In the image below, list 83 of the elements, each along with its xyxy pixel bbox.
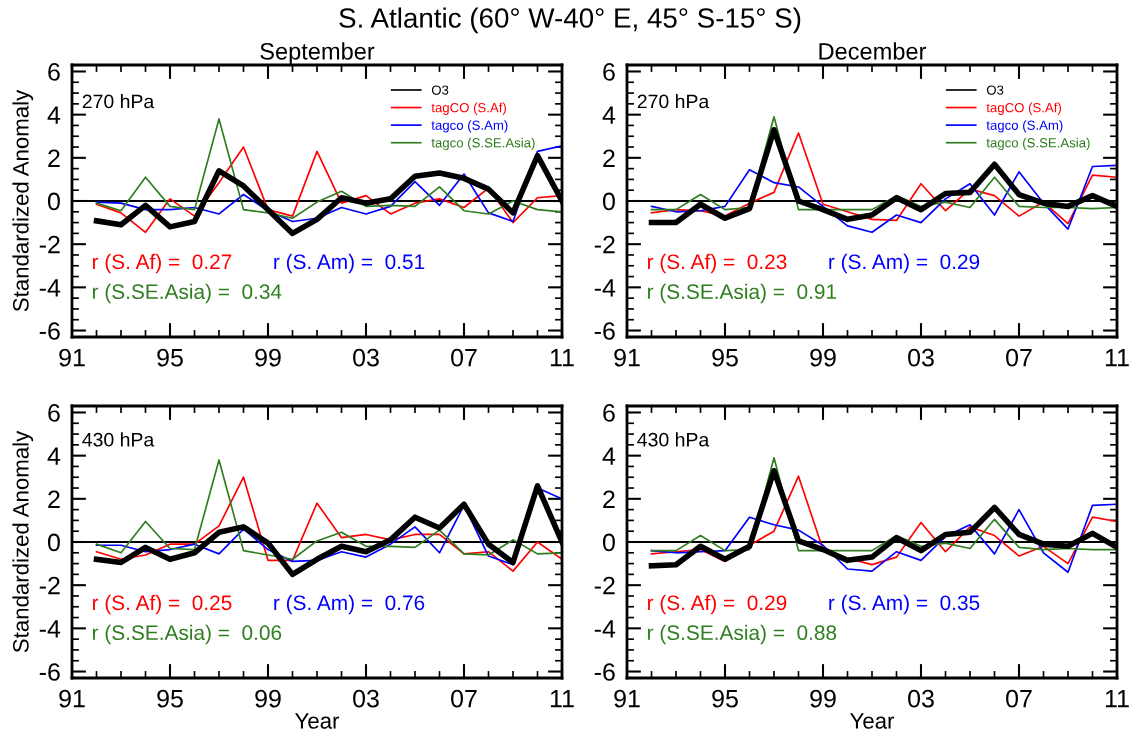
x-tick-label: 07: [1006, 689, 1032, 708]
x-tick-label: 91: [59, 348, 85, 367]
x-tick-label: 07: [451, 689, 477, 708]
y-tick-label: -2: [39, 576, 60, 595]
x-tick-label: 95: [712, 689, 738, 708]
annotation: r (S.SE.Asia) = 0.34: [92, 283, 282, 304]
x-tick-label: 99: [255, 348, 281, 367]
x-tick-label: 95: [712, 348, 738, 367]
x-tick-label: 07: [451, 348, 477, 367]
y-tick-label: 2: [603, 490, 615, 508]
y-tick-label: -4: [594, 279, 616, 297]
x-tick-label: 11: [1105, 349, 1129, 367]
annotation: 430 hPa: [82, 432, 155, 447]
y-tick-label: 0: [47, 533, 60, 552]
legend-label: tagco (S.Am): [431, 120, 508, 133]
y-tick-label: 6: [48, 404, 60, 422]
x-tick-label: 99: [255, 689, 281, 708]
y-tick-label: -2: [594, 576, 615, 595]
y-tick-label: 0: [602, 192, 615, 211]
annotation: 270 hPa: [637, 94, 710, 109]
x-tick-label: 11: [550, 690, 574, 708]
y-tick-label: -2: [594, 235, 615, 254]
y-tick-label: -2: [39, 235, 60, 254]
y-tick-label: 4: [602, 447, 616, 465]
y-tick-label: 2: [603, 149, 615, 167]
x-tick-label: 99: [810, 348, 836, 367]
x-tick-label: 03: [908, 689, 934, 708]
annotation: r (S. Af) = 0.27: [92, 253, 232, 274]
x-axis-title: Year: [295, 713, 340, 729]
x-tick-label: 03: [908, 348, 934, 367]
x-tick-label: 91: [614, 348, 640, 367]
y-tick-label: 4: [47, 447, 61, 465]
x-tick-label: 07: [1006, 348, 1032, 367]
y-tick-label: 6: [603, 63, 615, 81]
y-tick-label: 0: [602, 533, 615, 552]
legend-label: O3: [431, 85, 449, 95]
y-tick-label: 4: [47, 106, 61, 124]
x-tick-label: 11: [550, 349, 574, 367]
x-tick-label: 91: [614, 689, 640, 708]
y-tick-label: -6: [594, 663, 615, 681]
annotation: r (S. Af) = 0.23: [647, 253, 787, 274]
y-tick-label: -6: [39, 322, 60, 340]
y-tick-label: 2: [48, 490, 60, 508]
annotation: r (S.SE.Asia) = 0.91: [647, 283, 837, 304]
annotation: r (S. Am) = 0.76: [274, 594, 425, 615]
annotation: r (S. Af) = 0.25: [92, 594, 232, 615]
annotation: 430 hPa: [637, 432, 710, 447]
chart-subtitle: September: [260, 42, 375, 65]
annotation: r (S.SE.Asia) = 0.88: [647, 624, 837, 645]
y-tick-label: 0: [47, 192, 60, 211]
annotation: r (S.SE.Asia) = 0.06: [92, 624, 282, 645]
y-tick-label: 6: [603, 404, 615, 422]
y-tick-label: -4: [594, 620, 616, 638]
y-tick-label: 6: [48, 63, 60, 81]
legend-label: tagCO (S.Af): [986, 102, 1061, 115]
y-tick-label: -6: [39, 663, 60, 681]
y-tick-label: -4: [39, 620, 61, 638]
x-tick-label: 03: [353, 689, 379, 708]
chart-title: December: [819, 42, 927, 60]
legend-label: tagco (S.SE.Asia): [431, 137, 535, 151]
legend-label: tagCO (S.Af): [431, 102, 506, 115]
x-tick-label: 91: [59, 689, 85, 708]
legend-label: tagco (S.SE.Asia): [986, 137, 1090, 151]
annotation: 270 hPa: [82, 94, 155, 109]
annotation: r (S. Am) = 0.51: [274, 253, 425, 274]
chart-title: S. Atlantic (60° W-40° E, 45° S-15° S): [339, 7, 801, 34]
x-axis-title: Year: [850, 713, 895, 729]
x-tick-label: 03: [353, 348, 379, 367]
annotation: r (S. Af) = 0.29: [647, 594, 787, 615]
x-tick-label: 99: [810, 689, 836, 708]
legend-label: O3: [986, 85, 1004, 95]
y-tick-label: 4: [602, 106, 616, 124]
x-tick-label: 11: [1105, 690, 1129, 708]
x-tick-label: 95: [157, 348, 183, 367]
y-tick-label: -6: [594, 322, 615, 340]
y-axis-title: Standardized Anomaly: [12, 89, 34, 312]
legend-label: tagco (S.Am): [986, 120, 1063, 133]
annotation: r (S. Am) = 0.35: [829, 594, 980, 615]
annotation: r (S. Am) = 0.29: [829, 253, 980, 274]
y-tick-label: 2: [48, 149, 60, 167]
y-axis-title: Standardized Anomaly: [12, 430, 34, 653]
x-tick-label: 95: [157, 689, 183, 708]
y-tick-label: -4: [39, 279, 61, 297]
